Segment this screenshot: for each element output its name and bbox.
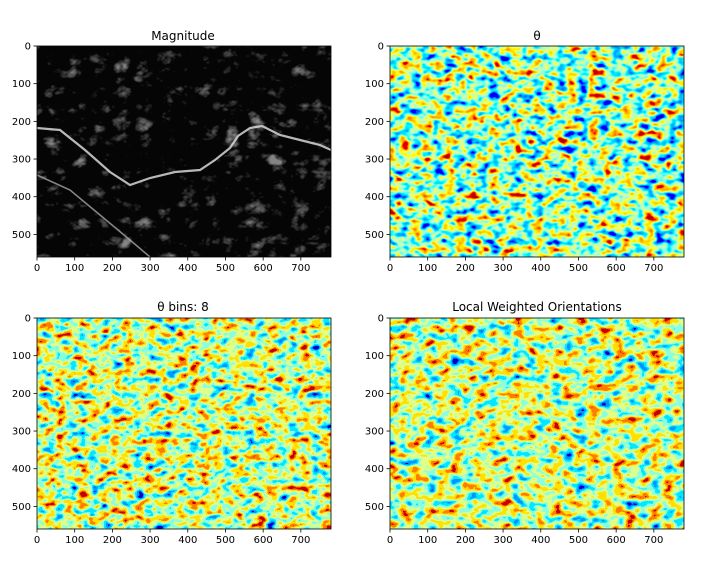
x-tick-label: 100	[418, 263, 437, 274]
y-tick-label: 100	[12, 79, 31, 90]
theta-orientation-texture	[390, 46, 684, 257]
panel-title: θ	[533, 29, 540, 43]
axes-frame	[36, 317, 332, 530]
magnitude-ridge-line	[36, 174, 151, 258]
x-tick-label: 700	[291, 263, 310, 274]
x-tick-label: 400	[178, 263, 197, 274]
panel-title: Local Weighted Orientations	[452, 300, 622, 314]
x-tick-label: 0	[387, 535, 393, 546]
y-tick-label: 0	[378, 314, 384, 325]
y-tick-label: 300	[12, 427, 31, 438]
x-tick-label: 500	[216, 535, 235, 546]
x-axis: 0 100 200 300 400 500 600 700	[387, 529, 663, 546]
y-axis: 0 100 200 300 400 500	[12, 42, 37, 241]
y-tick-label: 200	[365, 117, 384, 128]
y-tick-label: 500	[365, 230, 384, 241]
y-tick-label: 300	[12, 155, 31, 166]
x-axis: 0 100 200 300 400 500 600 700	[387, 257, 663, 274]
x-tick-label: 200	[456, 263, 475, 274]
y-tick-label: 400	[12, 464, 31, 475]
x-tick-label: 500	[569, 535, 588, 546]
x-tick-label: 600	[607, 535, 626, 546]
panel-theta-bins: θ bins: 8 0 100 200 300 400 500 600 700 0 100 200…	[12, 300, 332, 546]
panel-title: θ bins: 8	[157, 300, 208, 314]
y-tick-label: 300	[365, 427, 384, 438]
y-tick-label: 200	[12, 389, 31, 400]
panel-local-weighted-orientations: Local Weighted Orientations 0 100 200 300 40…	[365, 300, 685, 546]
x-tick-label: 400	[178, 535, 197, 546]
x-tick-label: 0	[387, 263, 393, 274]
x-tick-label: 100	[418, 535, 437, 546]
axes-frame	[389, 45, 685, 258]
x-tick-label: 600	[607, 263, 626, 274]
x-tick-label: 700	[644, 263, 663, 274]
x-tick-label: 400	[531, 263, 550, 274]
x-tick-label: 700	[291, 535, 310, 546]
x-tick-label: 100	[65, 535, 84, 546]
y-tick-label: 500	[12, 502, 31, 513]
panel-theta: θ 0 100 200 300 400 500 600 700 0 100 200 300 400 50…	[365, 29, 685, 274]
x-tick-label: 500	[216, 263, 235, 274]
y-tick-label: 100	[365, 79, 384, 90]
axes-frame	[389, 317, 685, 530]
y-tick-label: 400	[12, 192, 31, 203]
local-orientation-texture	[390, 318, 684, 529]
y-tick-label: 100	[365, 351, 384, 362]
x-tick-label: 700	[644, 535, 663, 546]
magnitude-edge-texture	[37, 46, 331, 257]
x-tick-label: 0	[34, 263, 40, 274]
y-tick-label: 300	[365, 155, 384, 166]
y-tick-label: 200	[365, 389, 384, 400]
axes-frame	[36, 45, 332, 258]
x-tick-label: 500	[569, 263, 588, 274]
y-tick-label: 0	[25, 42, 31, 53]
panel-magnitude: Magnitude 0 100 200 300 400 500 600 700 0 100 200…	[12, 29, 332, 274]
y-tick-label: 100	[12, 351, 31, 362]
x-tick-label: 200	[456, 535, 475, 546]
y-axis: 0 100 200 300 400 500	[365, 314, 390, 513]
x-tick-label: 600	[254, 263, 273, 274]
y-tick-label: 500	[365, 502, 384, 513]
panel-title: Magnitude	[151, 29, 215, 43]
y-tick-label: 0	[25, 314, 31, 325]
x-axis: 0 100 200 300 400 500 600 700	[34, 257, 310, 274]
bins-orientation-texture	[37, 318, 331, 529]
x-tick-label: 300	[141, 263, 160, 274]
x-tick-label: 200	[103, 263, 122, 274]
x-tick-label: 400	[531, 535, 550, 546]
y-tick-label: 400	[365, 464, 384, 475]
x-tick-label: 200	[103, 535, 122, 546]
x-axis: 0 100 200 300 400 500 600 700	[34, 529, 310, 546]
y-tick-label: 0	[378, 42, 384, 53]
x-tick-label: 300	[494, 263, 513, 274]
y-tick-label: 400	[365, 192, 384, 203]
x-tick-label: 0	[34, 535, 40, 546]
y-axis: 0 100 200 300 400 500	[12, 314, 37, 513]
y-axis: 0 100 200 300 400 500	[365, 42, 390, 241]
x-tick-label: 300	[141, 535, 160, 546]
magnitude-ridge-line	[36, 124, 332, 187]
y-tick-label: 200	[12, 117, 31, 128]
x-tick-label: 100	[65, 263, 84, 274]
y-tick-label: 500	[12, 230, 31, 241]
x-tick-label: 600	[254, 535, 273, 546]
x-tick-label: 300	[494, 535, 513, 546]
